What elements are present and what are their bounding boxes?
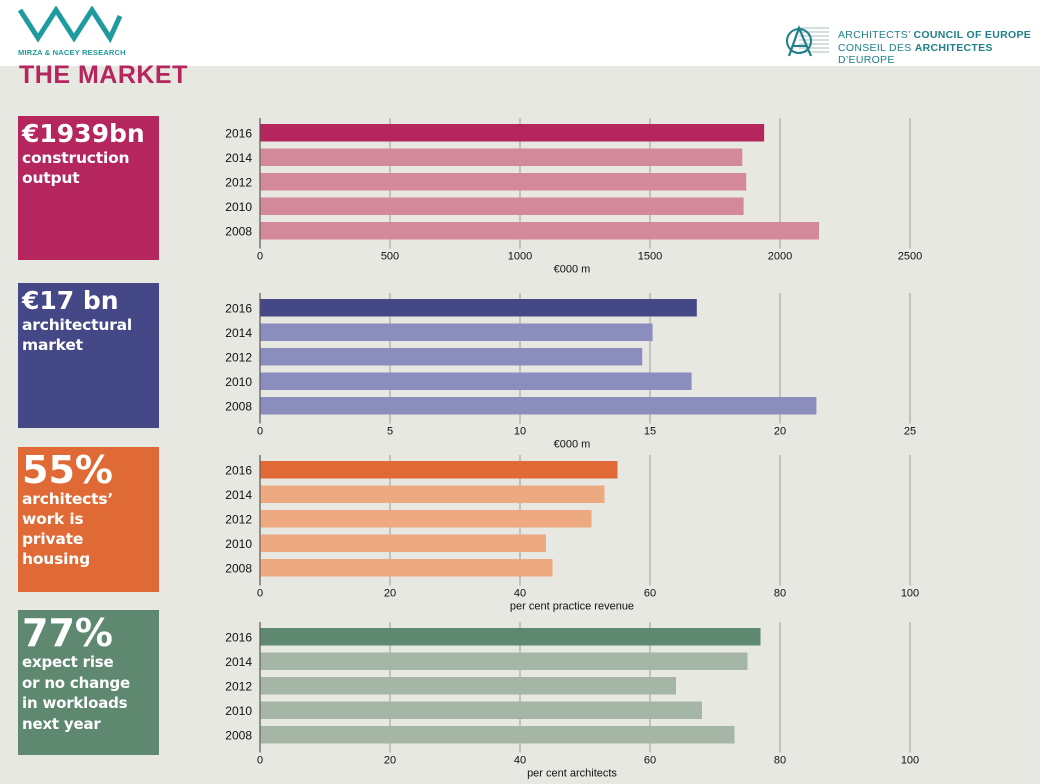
x-axis-label: per cent architects <box>527 768 617 780</box>
bar-2016 <box>260 628 761 646</box>
year-label: 2010 <box>225 537 252 551</box>
bar-2008 <box>260 559 553 577</box>
stat-box-workloads: 77% expect rise or no change in workload… <box>18 610 159 755</box>
bar-2016 <box>260 124 765 142</box>
year-label: 2008 <box>225 224 252 238</box>
stat-value: 55% <box>22 448 113 492</box>
year-label: 2010 <box>225 375 252 389</box>
year-label: 2014 <box>225 151 252 165</box>
bar-2014 <box>260 323 653 341</box>
chart-workloads: 2016 2014 2012 2010 2008 0 20 40 60 80 100 per cent… <box>225 622 919 780</box>
tick-label: 1000 <box>508 251 532 263</box>
bar-2008 <box>260 726 735 744</box>
tick-label: 1500 <box>638 251 662 263</box>
stat-box-architectural-market: €17 bn architectural market <box>18 283 159 428</box>
tick-label: 40 <box>514 588 526 600</box>
bar-2016 <box>260 299 697 317</box>
bar-2012 <box>260 348 643 366</box>
stat-desc-line: or no change <box>22 673 131 692</box>
stat-desc-line: architects’ <box>22 490 114 508</box>
year-label: 2010 <box>225 704 252 718</box>
bar-2010 <box>260 197 744 215</box>
stat-desc-line: architectural <box>22 316 133 334</box>
x-axis-label: €000 m <box>554 439 591 451</box>
bar-2012 <box>260 510 592 528</box>
tick-label: 15 <box>644 426 656 438</box>
stat-desc-line: output <box>22 169 80 187</box>
stat-desc-line: expect rise <box>22 653 114 671</box>
year-label: 2016 <box>225 463 252 477</box>
tick-label: 20 <box>384 588 396 600</box>
year-label: 2016 <box>225 630 252 644</box>
bar-2010 <box>260 701 702 719</box>
tick-label: 100 <box>901 755 919 767</box>
tick-label: 0 <box>257 755 263 767</box>
tick-label: 100 <box>901 588 919 600</box>
chart-private-housing: 2016 2014 2012 2010 2008 0 20 40 60 80 100 per cent… <box>225 455 919 613</box>
bar-2010 <box>260 372 692 390</box>
tick-label: 0 <box>257 426 263 438</box>
ace-logo-text: ARCHITECTS’ COUNCIL OF EUROPE CONSEIL DE… <box>838 29 1032 66</box>
stat-desc-line: next year <box>22 714 101 733</box>
stat-desc-line: market <box>22 336 83 354</box>
bar-2008 <box>260 222 819 240</box>
page-title: THE MARKET <box>19 61 188 89</box>
year-label: 2012 <box>225 350 252 364</box>
tick-label: 2500 <box>898 251 922 263</box>
tick-label: 20 <box>384 755 396 767</box>
x-axis-label: €000 m <box>554 264 591 276</box>
year-label: 2016 <box>225 301 252 315</box>
bar-2012 <box>260 677 676 695</box>
tick-label: 20 <box>774 426 786 438</box>
year-label: 2014 <box>225 326 252 340</box>
stat-desc-line: private <box>22 530 84 548</box>
tick-label: 40 <box>514 755 526 767</box>
stat-desc-line: housing <box>22 550 90 568</box>
year-label: 2014 <box>225 655 252 669</box>
stat-value: €1939bn <box>22 119 145 148</box>
tick-label: 60 <box>644 755 656 767</box>
year-label: 2012 <box>225 512 252 526</box>
year-label: 2016 <box>225 126 252 140</box>
chart-construction-output: 2016 2014 2012 2010 2008 0 500 1000 1500 2000 2500… <box>225 118 922 276</box>
bar-2014 <box>260 148 743 166</box>
chart-architectural-market: 2016 2014 2012 2010 2008 0 5 10 15 20 25 €000 m <box>225 293 916 451</box>
stat-desc-line: construction <box>22 149 130 167</box>
stat-desc-line: in workloads <box>22 694 128 712</box>
header: MIRZA & NACEY RESEARCH ARCHITECTS’ COUNC… <box>0 0 1049 66</box>
tick-label: 5 <box>387 426 393 438</box>
tick-label: 60 <box>644 588 656 600</box>
year-label: 2008 <box>225 728 252 742</box>
stat-box-private-housing: 55% architects’ work is private housing <box>18 447 159 592</box>
stat-value: €17 bn <box>22 286 119 315</box>
bar-2010 <box>260 534 546 552</box>
bar-2008 <box>260 397 817 415</box>
tick-label: 500 <box>381 251 399 263</box>
tick-label: 0 <box>257 588 263 600</box>
bar-2016 <box>260 461 618 479</box>
bar-2012 <box>260 173 747 191</box>
year-label: 2008 <box>225 399 252 413</box>
bar-2014 <box>260 485 605 503</box>
year-label: 2012 <box>225 175 252 189</box>
ace-logo-icon <box>786 24 829 57</box>
tick-label: 0 <box>257 251 263 263</box>
tick-label: 10 <box>514 426 526 438</box>
year-label: 2010 <box>225 200 252 214</box>
year-label: 2012 <box>225 679 252 693</box>
year-label: 2014 <box>225 488 252 502</box>
mirza-nacey-logo-text: MIRZA & NACEY RESEARCH <box>18 48 126 57</box>
tick-label: 25 <box>904 426 916 438</box>
x-axis-label: per cent practice revenue <box>510 601 634 613</box>
stat-box-construction-output: €1939bn construction output <box>18 116 159 260</box>
stat-value: 77% <box>22 611 113 655</box>
mirza-nacey-logo-icon <box>17 6 123 44</box>
tick-label: 2000 <box>768 251 792 263</box>
stat-desc-line: work is <box>22 510 84 528</box>
tick-label: 80 <box>774 588 786 600</box>
year-label: 2008 <box>225 561 252 575</box>
bar-2014 <box>260 652 748 670</box>
tick-label: 80 <box>774 755 786 767</box>
